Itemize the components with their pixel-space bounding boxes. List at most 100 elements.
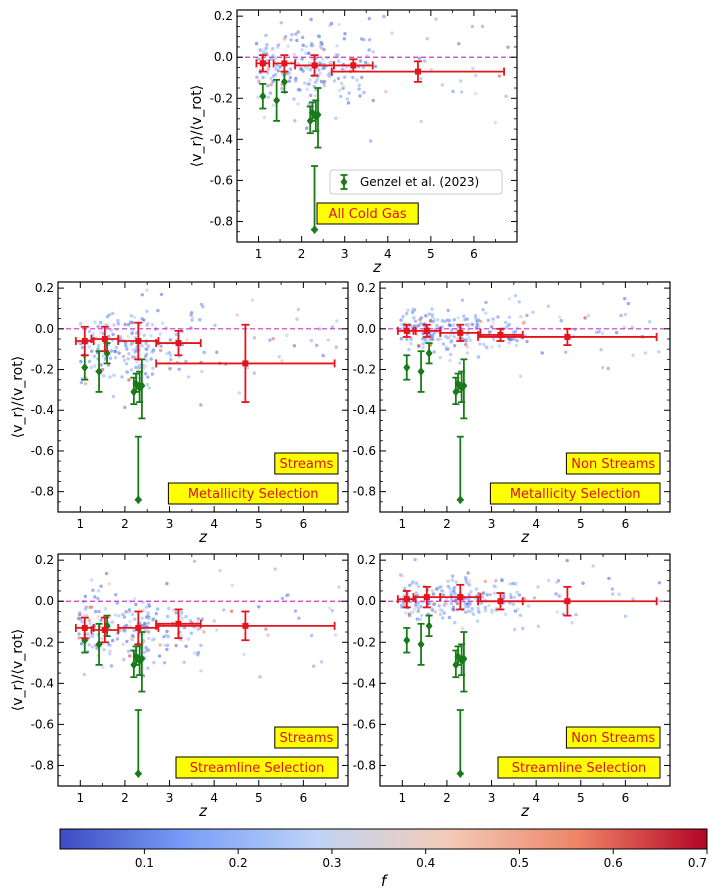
annotation-box: [274, 452, 339, 475]
scatter-point: [429, 67, 433, 72]
scatter-point: [102, 648, 106, 652]
scatter-point: [451, 89, 455, 94]
scatter-point: [322, 79, 327, 84]
scatter-point: [479, 319, 483, 324]
scatter-point: [591, 564, 595, 568]
scatter-point: [104, 571, 109, 576]
scatter-point: [546, 304, 550, 308]
scatter-point: [317, 34, 322, 39]
scatter-point: [182, 660, 186, 664]
scatter-point: [459, 90, 464, 94]
x-tick-label: 3: [166, 791, 174, 805]
x-tick-label: 1: [398, 791, 406, 805]
scatter-point: [101, 354, 106, 358]
scatter-point: [132, 315, 137, 319]
scatter-point: [512, 337, 516, 341]
scatter-point: [125, 347, 129, 351]
scatter-point: [199, 302, 204, 307]
scatter-point: [630, 325, 635, 329]
scatter-point: [168, 367, 172, 371]
scatter-point: [482, 342, 486, 347]
scatter-point: [448, 333, 453, 338]
scatter-point: [115, 637, 120, 641]
x-tick-label: 2: [443, 791, 451, 805]
scatter-point: [430, 312, 434, 317]
scatter-point: [355, 78, 359, 82]
scatter-point: [158, 332, 162, 336]
scatter-point: [196, 650, 201, 655]
scatter-point: [480, 24, 485, 29]
colorbar-tick-label: 0.6: [604, 856, 623, 870]
binned-point: [101, 335, 108, 342]
scatter-point: [165, 629, 169, 634]
scatter-point: [399, 603, 404, 607]
scatter-point: [476, 606, 480, 610]
scatter-point: [257, 79, 261, 83]
scatter-point: [317, 68, 321, 72]
scatter-point: [116, 318, 120, 323]
scatter-point: [428, 319, 433, 323]
scatter-point: [478, 342, 482, 346]
scatter-point: [149, 357, 153, 361]
scatter-point: [113, 356, 118, 360]
scatter-point: [203, 350, 207, 355]
scatter-point: [371, 50, 375, 54]
scatter-point: [446, 308, 450, 313]
scatter-point: [90, 578, 94, 582]
binned-point: [259, 60, 266, 67]
scatter-point: [470, 322, 475, 327]
scatter-point: [165, 581, 169, 586]
colorbar-tick-label: 0.4: [416, 856, 435, 870]
annotation-label: Non Streams: [571, 731, 655, 746]
scatter-point: [382, 14, 386, 19]
scatter-point: [451, 323, 455, 327]
scatter-point: [610, 587, 614, 591]
scatter-point: [295, 38, 299, 43]
scatter-point: [107, 642, 111, 646]
scatter-point: [127, 609, 132, 614]
panel-frame: [57, 281, 349, 513]
scatter-point: [339, 94, 343, 99]
scatter-point: [514, 343, 519, 348]
scatter-point: [656, 599, 661, 603]
panel-nonstreams_metal: 1 2 3 4 5 6 -0.8 -0.6 -0.4 -0.2 0.0 0.2 z Metallicity…: [353, 281, 671, 546]
scatter-point: [347, 91, 351, 95]
scatter-point: [128, 654, 132, 658]
scatter-point: [465, 351, 469, 355]
genzel-point: [314, 110, 322, 120]
scatter-point: [130, 321, 135, 325]
scatter-point: [318, 327, 322, 331]
scatter-point: [318, 44, 323, 48]
scatter-point: [258, 49, 263, 54]
scatter-point: [90, 605, 94, 609]
scatter-point: [133, 617, 137, 621]
x-axis-label: z: [520, 802, 530, 820]
scatter-point: [140, 616, 144, 620]
scatter-point: [77, 636, 81, 640]
scatter-point: [294, 79, 298, 83]
scatter-point: [508, 592, 513, 597]
scatter-point: [181, 616, 185, 621]
scatter-point: [139, 344, 144, 348]
panel-streams_streamline: 1 2 3 4 5 6 -0.8 -0.6 -0.4 -0.2 0.0 0.2 z ⟨v_r⟩/⟨v_ro…: [10, 553, 349, 820]
scatter-point: [438, 337, 443, 341]
scatter-point: [268, 91, 273, 95]
scatter-point: [113, 349, 118, 354]
scatter-point: [367, 48, 371, 52]
scatter-point: [128, 619, 132, 624]
scatter-point: [94, 609, 98, 614]
x-tick-label: 6: [300, 791, 308, 805]
scatter-point: [83, 382, 88, 386]
scatter-point: [516, 607, 520, 611]
scatter-point: [107, 582, 112, 586]
scatter-point: [477, 610, 481, 614]
x-tick-label: 6: [300, 517, 308, 531]
scatter-point: [309, 633, 314, 638]
scatter-point: [447, 615, 452, 620]
scatter-point: [484, 311, 488, 315]
scatter-point: [434, 17, 438, 21]
scatter-point: [218, 568, 222, 573]
scatter-point: [556, 579, 561, 583]
scatter-point: [144, 352, 149, 356]
scatter-point: [486, 318, 490, 322]
